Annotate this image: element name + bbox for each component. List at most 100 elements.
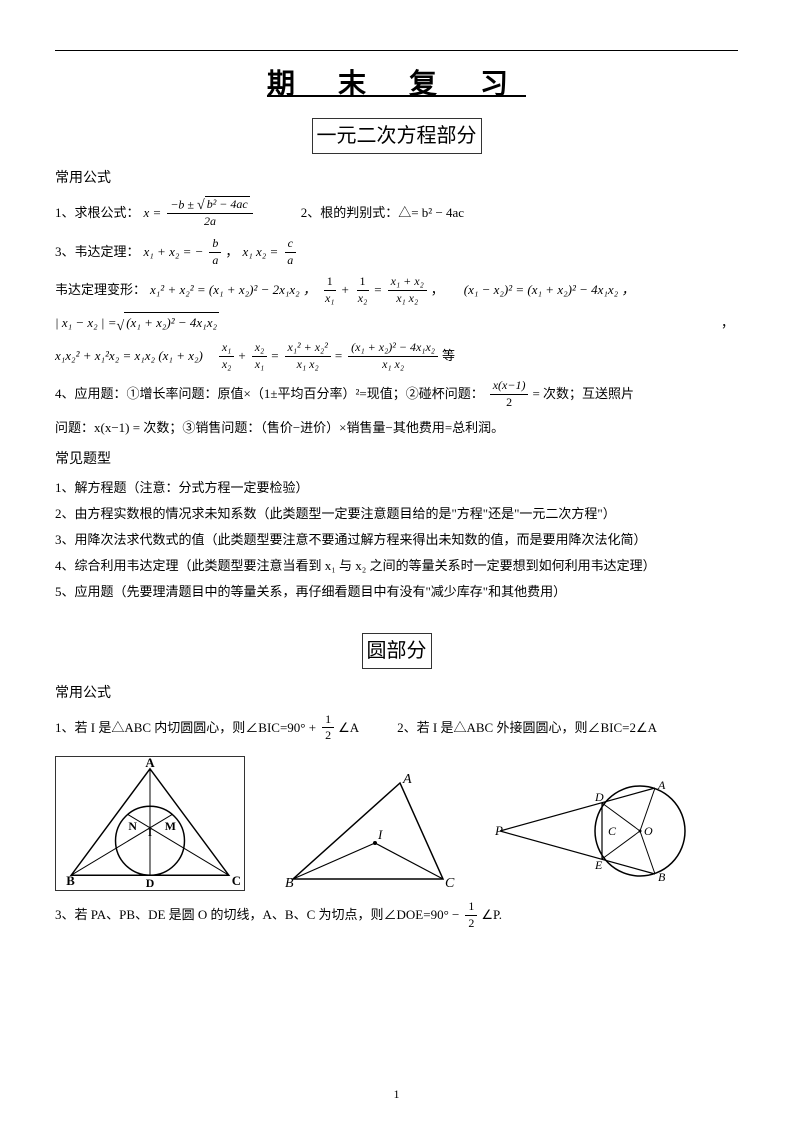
d3: x₁ x₂ — [393, 291, 421, 307]
frac-a2: a — [284, 253, 296, 269]
f2-B: B — [285, 876, 294, 891]
d1: x₁ — [322, 291, 338, 307]
eq: = — [374, 280, 381, 301]
f3-B: B — [658, 870, 666, 884]
f3-P: P — [494, 823, 503, 838]
vm-p1: x₁x₂² + x₁²x₂ = x₁x₂ (x₁ + x₂) — [55, 346, 203, 367]
f2-I: I — [377, 827, 383, 842]
f3-C: C — [608, 824, 617, 838]
frac-1x2: 1 x₂ — [355, 274, 371, 306]
d2: x₂ — [355, 291, 371, 307]
formula-root: 1、求根公式： x = −b ± b² − 4ac 2a 2、根的判别式：△= … — [55, 196, 738, 230]
f2-A: A — [402, 772, 412, 787]
f3-E: E — [594, 858, 603, 872]
frac-c-a: c a — [284, 236, 296, 268]
vieta-prod-lhs: x₁ x₂ = — [242, 242, 278, 263]
type-2: 2、由方程实数根的情况求未知系数（此类题型一定要注意题目给的是"方程"还是"一元… — [55, 503, 738, 525]
vm-tail: 等 — [442, 346, 455, 367]
vmfdd: x₁ x₂ — [379, 357, 407, 373]
frac-b-a: b a — [209, 236, 221, 268]
eq3: = — [335, 346, 342, 367]
section-common-types: 常见题型 — [55, 449, 738, 471]
f1-I: I — [148, 827, 152, 839]
vm-fd: (x₁ + x₂)² − 4x₁x₂ x₁ x₂ — [348, 340, 438, 372]
figure-incircle: A B C D N I M — [55, 756, 245, 891]
figures-row: A B C D N I M A B C I P A B D E C O — [55, 756, 738, 891]
app-frac: x(x−1) 2 — [490, 378, 529, 410]
vieta-sum-lhs: x₁ + x₂ = − — [144, 242, 204, 263]
n2: 1 — [357, 274, 369, 291]
vmfcn: x₁² + x₂² — [285, 340, 331, 357]
comma2: ， — [431, 280, 444, 301]
f1-N: N — [128, 819, 137, 833]
c2: 2、若 I 是△ABC 外接圆圆心，则∠BIC=2∠A — [397, 718, 657, 739]
c1a: 1、若 I 是△ABC 内切圆圆心，则∠BIC=90° + — [55, 718, 316, 739]
f1-D: D — [146, 876, 155, 890]
vieta-more: x₁x₂² + x₁²x₂ = x₁x₂ (x₁ + x₂) x₁ x₂ + x… — [55, 340, 738, 372]
plus: + — [341, 280, 348, 301]
circle-formula-1-2: 1、若 I 是△ABC 内切圆圆心，则∠BIC=90° + 1 2 ∠A 2、若… — [55, 712, 738, 744]
label-3: 3、韦达定理： — [55, 242, 140, 263]
application-1: 4、应用题：①增长率问题：原值×（1±平均百分率）²=现值；②碰杯问题： x(x… — [55, 378, 738, 410]
appfd: 2 — [503, 395, 515, 411]
plus2: + — [238, 346, 245, 367]
c3a: 3、若 PA、PB、DE 是圆 O 的切线，A、B、C 为切点，则∠DOE=90… — [55, 905, 459, 926]
root-den: 2a — [201, 214, 219, 230]
frac-sum-prod: x₁ + x₂ x₁ x₂ — [388, 274, 427, 306]
figure-tangent: P A B D E C O — [490, 771, 705, 891]
root-radicand: b² − 4ac — [205, 196, 250, 213]
frac-b: b — [209, 236, 221, 253]
f1-B: B — [66, 874, 75, 888]
top-rule — [55, 50, 738, 51]
c1fd: 2 — [322, 728, 334, 744]
eq2: = — [271, 346, 278, 367]
appfn: x(x−1) — [490, 378, 529, 395]
vmfad: x₂ — [219, 357, 235, 373]
subtitle-circle-text: 圆部分 — [362, 633, 432, 669]
vieta-absdiff: | x₁ − x₂ | = (x₁ + x₂)² − 4x₁x₂ ， — [55, 312, 738, 334]
circle-formula-3: 3、若 PA、PB、DE 是圆 O 的切线，A、B、C 为切点，则∠DOE=90… — [55, 899, 738, 931]
app-1a: 4、应用题：①增长率问题：原值×（1±平均百分率）²=现值；②碰杯问题： — [55, 384, 484, 405]
app-1b: = 次数；互送照片 — [532, 384, 634, 405]
main-title: 期 末 复 习 — [55, 63, 738, 108]
c3-frac: 1 2 — [465, 899, 477, 931]
type-3: 3、用降次法求代数式的值（此类题型要注意不要通过解方程来得出未知数的值，而是要用… — [55, 529, 738, 551]
root-fraction: −b ± b² − 4ac 2a — [167, 196, 252, 230]
c3fd: 2 — [465, 916, 477, 932]
subtitle-quadratic-text: 一元二次方程部分 — [312, 118, 482, 154]
type-5: 5、应用题（先要理清题目中的等量关系，再仔细看题目中有没有"减少库存"和其他费用… — [55, 581, 738, 603]
page-number: 1 — [0, 1085, 793, 1104]
figure-circumcircle: A B C I — [275, 771, 460, 891]
f1-M: M — [165, 819, 176, 833]
application-2: 问题：x(x−1) = 次数；③销售问题：（售价−进价）×销售量−其他费用=总利… — [55, 417, 738, 439]
n3: x₁ + x₂ — [388, 274, 427, 291]
comma-1: ， — [225, 242, 238, 263]
vt-p2: (x₁ − x₂)² = (x₁ + x₂)² − 4x₁x₂ ， — [464, 280, 635, 301]
f3-O: O — [644, 824, 653, 838]
section-common-formula: 常用公式 — [55, 168, 738, 190]
c1fn: 1 — [322, 712, 334, 729]
f1-C: C — [232, 874, 241, 888]
type-4: 4、综合利用韦达定理（此类题型要注意当看到 x₁ 与 x₂ 之间的等量关系时一定… — [55, 555, 738, 577]
frac-c: c — [285, 236, 296, 253]
root-num-a: −b ± — [170, 198, 197, 212]
frac-1x1: 1 x₁ — [322, 274, 338, 306]
vmfbd: x₁ — [252, 357, 268, 373]
vieta-transform-1: 韦达定理变形： x₁² + x₂² = (x₁ + x₂)² − 2x₁x₂ ，… — [55, 274, 738, 306]
vmfcd: x₁ x₂ — [294, 357, 322, 373]
c3fn: 1 — [465, 899, 477, 916]
vm-fc: x₁² + x₂² x₁ x₂ — [285, 340, 331, 372]
frac-a: a — [209, 253, 221, 269]
f2-C: C — [445, 876, 455, 891]
vmfdn: (x₁ + x₂)² − 4x₁x₂ — [348, 340, 438, 357]
circle-formula-head: 常用公式 — [55, 683, 738, 705]
absdiff-rad: (x₁ + x₂)² − 4x₁x₂ — [124, 312, 219, 334]
tail-comma: ， — [721, 313, 734, 334]
vieta-trans-label: 韦达定理变形： — [55, 280, 146, 301]
c1b: ∠A — [338, 718, 359, 739]
f3-A: A — [657, 778, 666, 792]
vt-p1: x₁² + x₂² = (x₁ + x₂)² − 2x₁x₂ ， — [150, 280, 316, 301]
c1-frac: 1 2 — [322, 712, 334, 744]
f3-D: D — [594, 790, 604, 804]
x-equals: x = — [144, 203, 162, 224]
